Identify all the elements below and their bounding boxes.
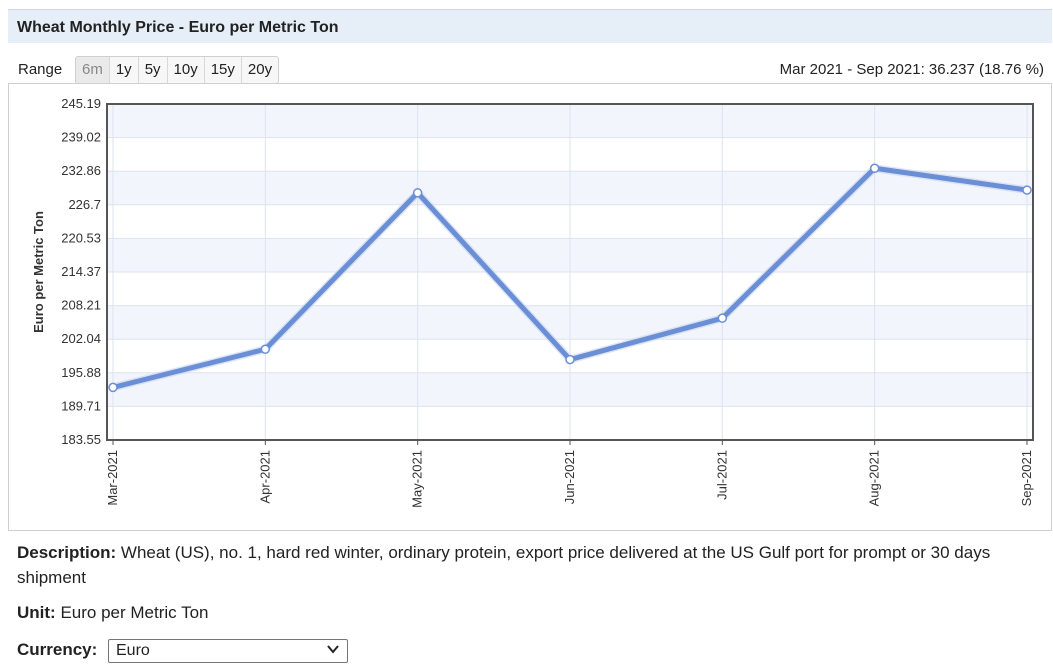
range-button-group: 6m 1y 5y 10y 15y 20y (75, 56, 280, 84)
price-chart: 183.55 189.71 195.88 202.04 208.21 214.37 220.… (31, 96, 1034, 508)
y-tick-label: 239.02 (61, 130, 101, 145)
y-tick-label: 195.88 (61, 365, 101, 380)
range-button-20y[interactable]: 20y (240, 57, 278, 83)
data-point (412, 188, 423, 198)
x-tick-label: Aug-2021 (867, 450, 882, 506)
range-button-5y[interactable]: 5y (137, 57, 167, 83)
unit-row: Unit: Euro per Metric Ton (17, 603, 208, 623)
page-title: Wheat Monthly Price - Euro per Metric To… (17, 19, 339, 36)
range-row: Range 6m 1y 5y 10y 15y 20y Mar 2021 - Se… (8, 56, 1052, 84)
x-tick-label: Sep-2021 (1019, 450, 1034, 506)
y-tick-label: 208.21 (61, 298, 101, 313)
currency-select-value: Euro (116, 642, 150, 659)
description: Description: Wheat (US), no. 1, hard red… (17, 540, 1037, 590)
x-tick-label: Mar-2021 (105, 450, 120, 506)
range-label: Range (18, 61, 63, 78)
data-point (108, 382, 118, 393)
data-point (260, 344, 271, 354)
y-tick-label: 220.53 (61, 230, 101, 245)
x-tick-label: Jun-2021 (562, 450, 577, 504)
y-tick-label: 245.19 (61, 96, 101, 111)
range-button-6m[interactable]: 6m (76, 57, 109, 83)
unit-label: Unit: (17, 603, 56, 622)
y-axis-title: Euro per Metric Ton (31, 211, 46, 333)
chart-container: 183.55 189.71 195.88 202.04 208.21 214.37 220.… (8, 83, 1052, 531)
range-button-10y[interactable]: 10y (166, 57, 204, 83)
data-point (1022, 185, 1032, 195)
currency-select[interactable]: Euro (108, 639, 348, 663)
unit-text: Euro per Metric Ton (60, 603, 209, 622)
data-point (717, 313, 728, 323)
range-button-1y[interactable]: 1y (108, 57, 138, 83)
y-tick-label: 226.7 (68, 197, 101, 212)
y-tick-label: 214.37 (61, 264, 101, 279)
data-point (565, 354, 575, 365)
x-tick-label: May-2021 (410, 450, 425, 508)
chevron-down-icon (327, 645, 339, 654)
description-label: Description: (17, 543, 117, 562)
title-bar: Wheat Monthly Price - Euro per Metric To… (8, 9, 1052, 43)
x-tick-label: Apr-2021 (257, 450, 272, 503)
data-point (869, 163, 880, 174)
y-tick-label: 202.04 (61, 331, 101, 346)
y-tick-label: 232.86 (61, 163, 101, 178)
x-tick-label: Jul-2021 (714, 450, 729, 500)
range-change-text: Mar 2021 - Sep 2021: 36.237 (18.76 %) (779, 61, 1044, 78)
currency-label: Currency: (17, 640, 98, 659)
range-button-15y[interactable]: 15y (203, 57, 241, 83)
description-text: Wheat (US), no. 1, hard red winter, ordi… (17, 543, 991, 587)
currency-row: Currency: (17, 640, 97, 660)
y-tick-label: 183.55 (61, 432, 101, 447)
y-tick-label: 189.71 (61, 398, 101, 413)
